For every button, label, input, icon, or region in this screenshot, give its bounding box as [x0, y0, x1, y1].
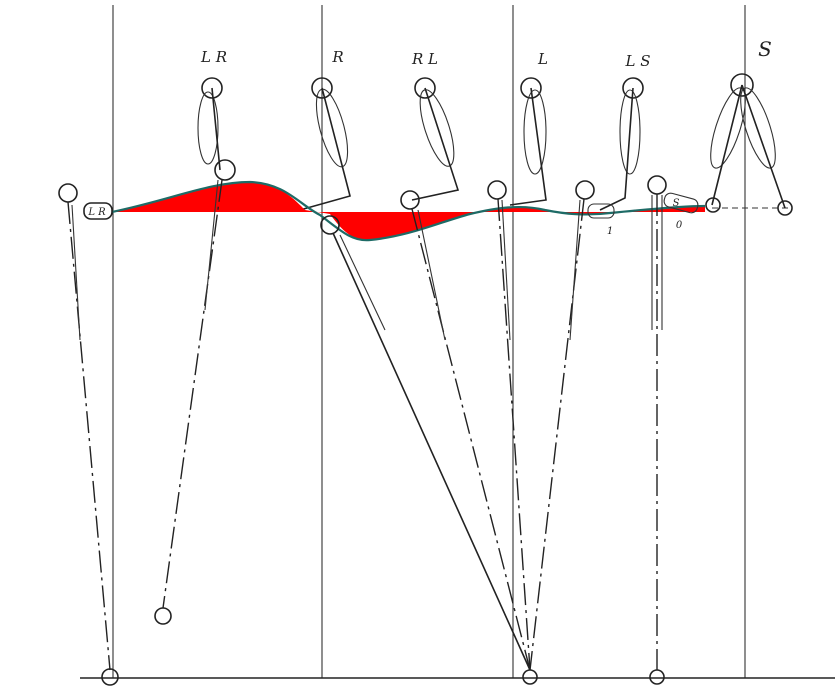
- label: R L: [411, 50, 438, 68]
- leg-line: [162, 179, 223, 609]
- leg-line: [529, 198, 585, 671]
- annotation: 0: [676, 220, 683, 231]
- pivot: [649, 669, 665, 685]
- thigh: [523, 89, 547, 175]
- foot: [705, 197, 721, 213]
- annotation: S: [673, 198, 680, 209]
- label: L S: [624, 52, 650, 70]
- leg-line: [501, 199, 511, 341]
- pivot: [58, 183, 78, 203]
- hip-joint: [311, 77, 333, 99]
- thigh: [197, 91, 219, 165]
- leg-line: [339, 234, 386, 331]
- label: L: [537, 50, 548, 68]
- hip-joint: [520, 77, 542, 99]
- leg-line: [71, 204, 81, 341]
- pivot: [154, 607, 172, 625]
- shoe: [663, 192, 699, 214]
- leg: [599, 87, 634, 211]
- label: R: [331, 48, 343, 66]
- top-labels: L R R R L L L S S: [200, 37, 772, 70]
- leg-line: [417, 209, 446, 341]
- shoe: [587, 203, 615, 219]
- annotation: 1: [607, 226, 613, 237]
- pivot: [320, 215, 340, 235]
- pivot: [101, 668, 119, 686]
- leg: [711, 84, 743, 206]
- pivot: [522, 669, 538, 685]
- figures: [197, 73, 793, 216]
- hip-joint: [414, 77, 436, 99]
- leg-line: [332, 232, 531, 671]
- label: S: [758, 37, 772, 61]
- pivot: [400, 190, 420, 210]
- annotation: L R: [87, 207, 106, 218]
- leg: [741, 84, 786, 209]
- foot: [777, 200, 793, 216]
- thigh: [419, 89, 455, 167]
- leg-line: [411, 208, 531, 671]
- leg: [411, 87, 460, 201]
- pendulums: [58, 159, 667, 686]
- swing-area: [112, 182, 705, 241]
- shoe: [83, 202, 113, 220]
- leg: [299, 87, 351, 211]
- hip-joint: [730, 73, 754, 97]
- leg-line: [204, 179, 219, 311]
- pivot: [487, 180, 507, 200]
- leg: [509, 87, 547, 206]
- leg-line: [569, 199, 581, 341]
- pivot: [647, 175, 667, 195]
- label: L R: [200, 48, 227, 66]
- frame-lines: [80, 5, 835, 679]
- pivot: [214, 159, 236, 181]
- foot-trajectory: [111, 180, 706, 242]
- hip-joint: [201, 77, 223, 99]
- pivot: [575, 180, 595, 200]
- foot-path: L R 1 0 S: [83, 180, 706, 242]
- thigh: [619, 89, 641, 175]
- leg-line: [67, 201, 111, 671]
- thigh-bone: [211, 87, 221, 171]
- leg-line: [497, 198, 531, 671]
